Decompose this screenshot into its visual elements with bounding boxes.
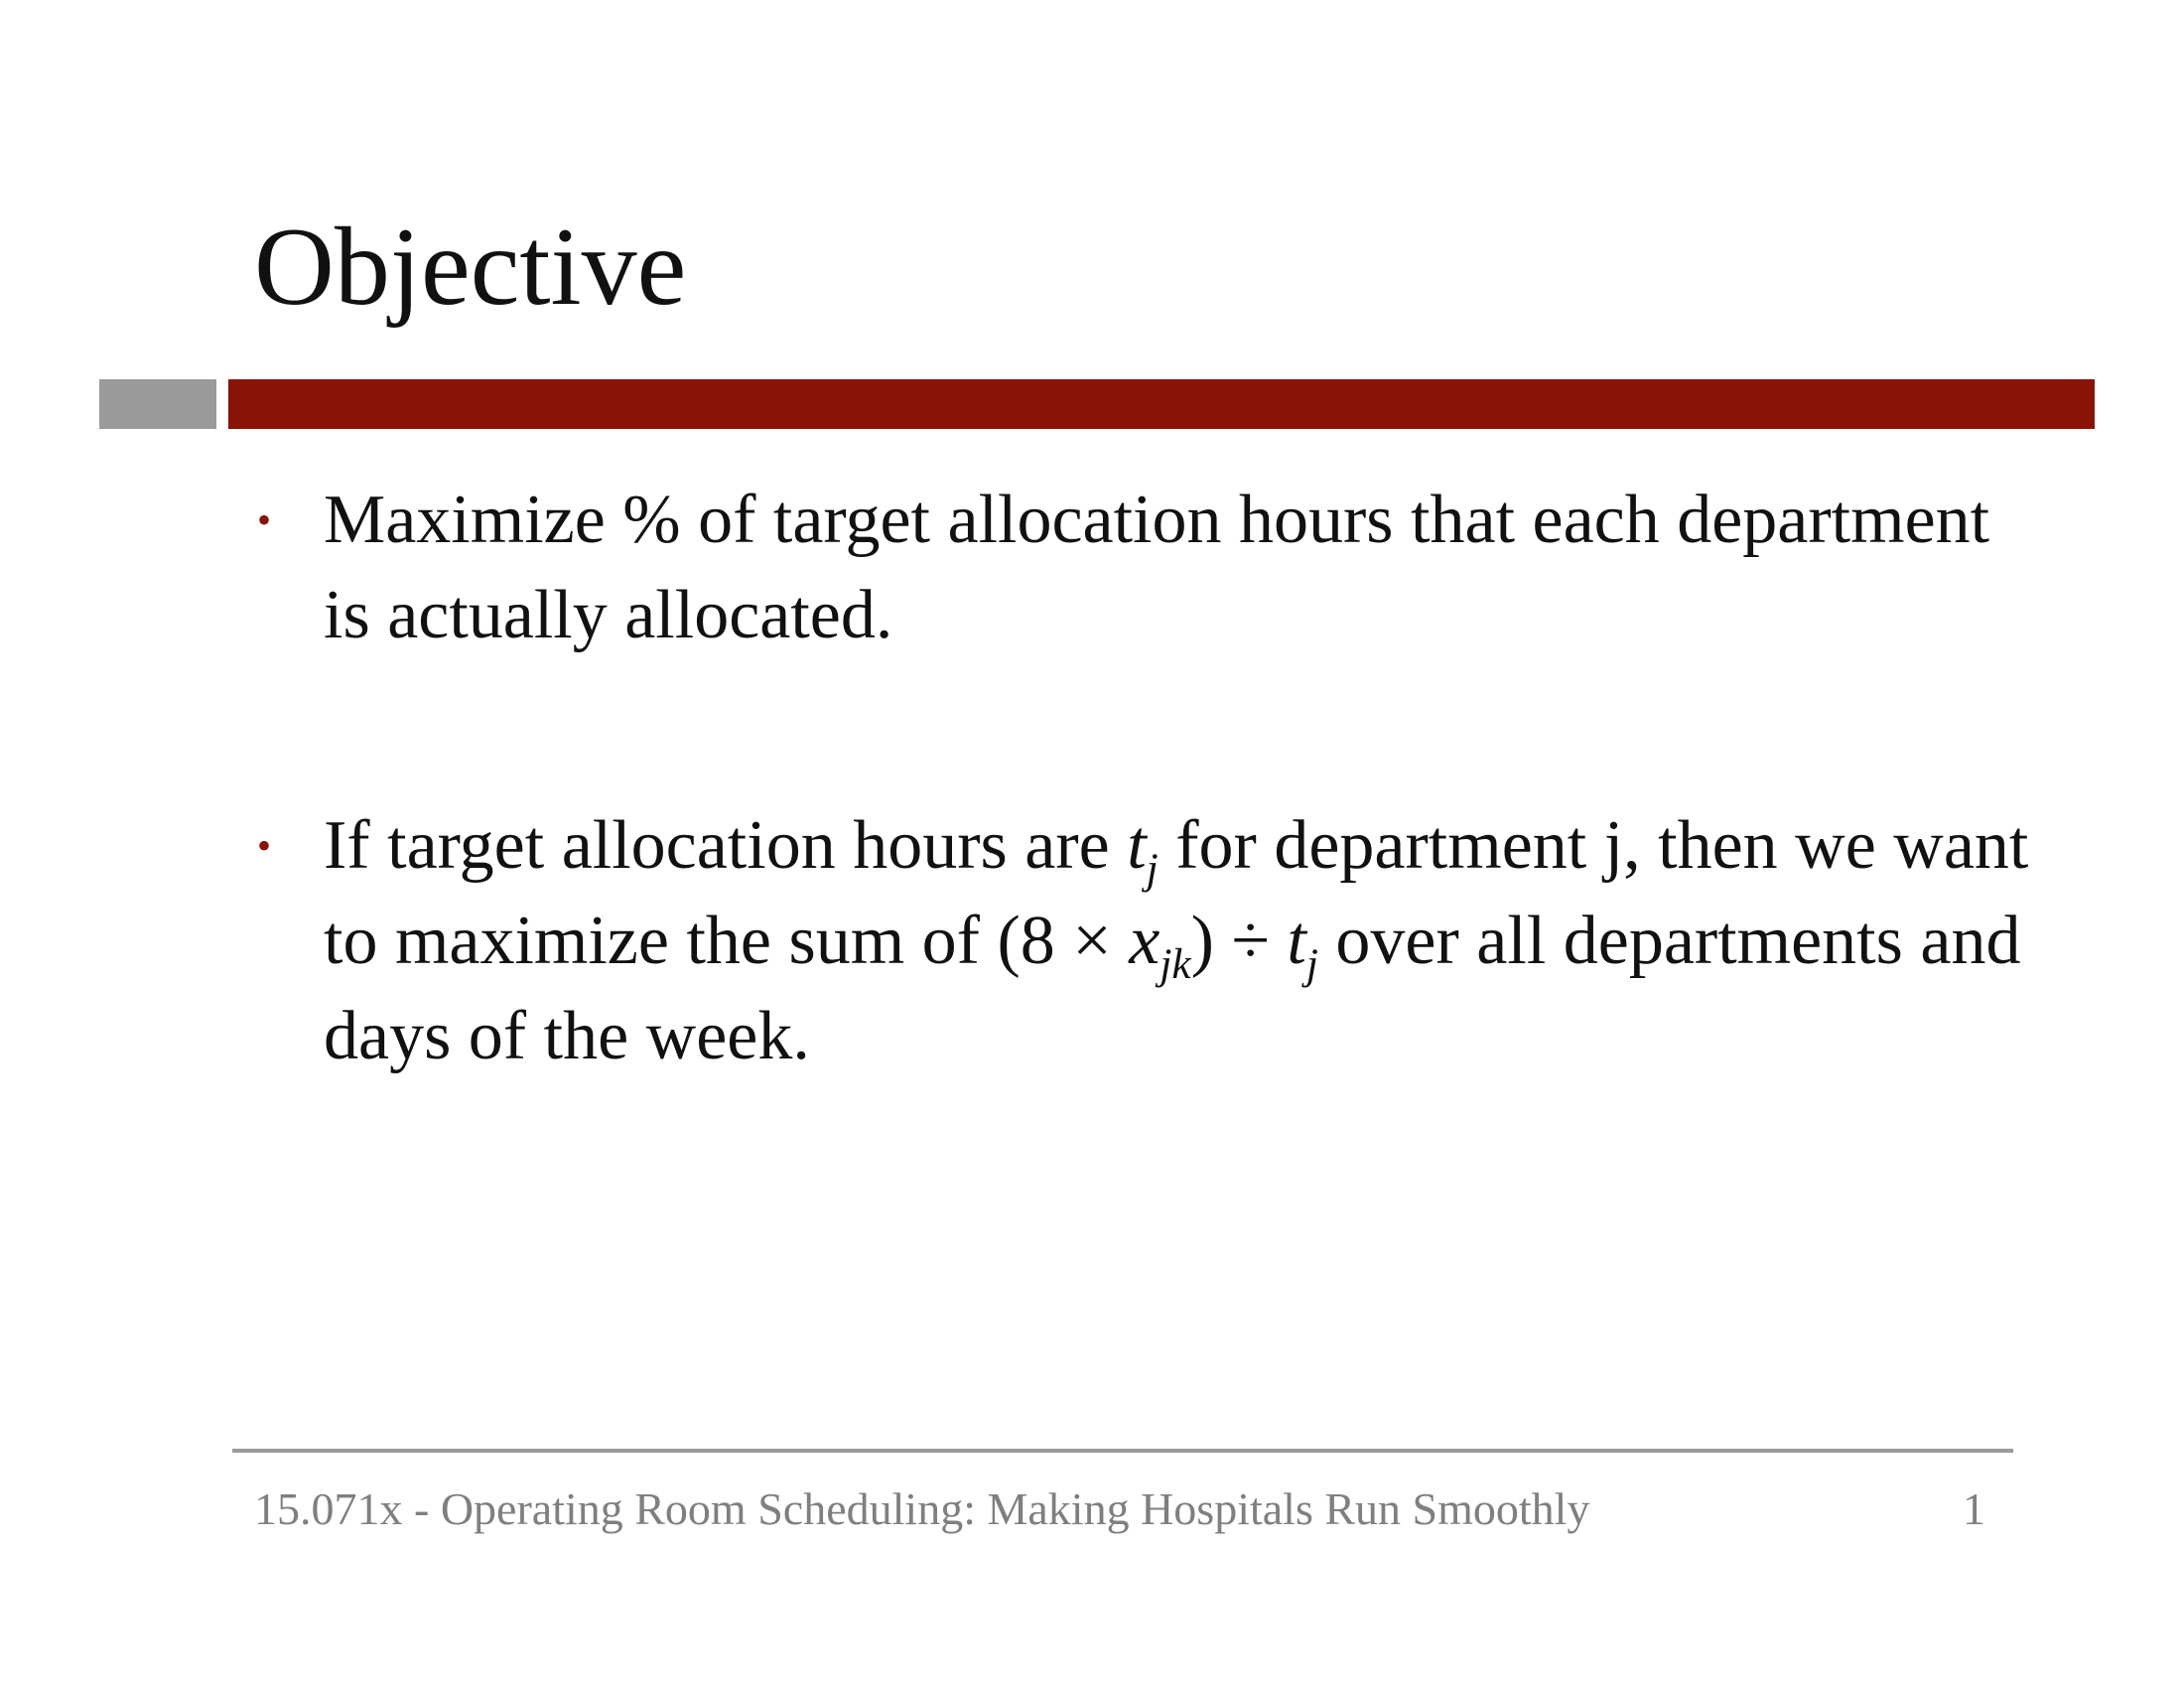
page-number: 1 [1963, 1483, 1985, 1534]
footer-divider [232, 1449, 2013, 1453]
bullet-item: • If target allocation hours are tj for … [254, 798, 2041, 1084]
bullet-dot-icon: • [256, 823, 271, 868]
bullet-text: Maximize % of target allocation hours th… [324, 482, 1990, 653]
bullet-text-segment: over all departments and days of the wee… [324, 903, 2021, 1074]
bullet-item: • Maximize % of target allocation hours … [254, 473, 2041, 663]
title-accent-gray-block [99, 379, 216, 429]
title-accent-red-bar [228, 379, 2095, 429]
bullet-text-segment: ) ÷ [1190, 903, 1288, 979]
slide-title: Objective [254, 206, 687, 329]
bullet-list: • Maximize % of target allocation hours … [254, 473, 2041, 1084]
footer-course-title: 15.071x - Operating Room Scheduling: Mak… [254, 1483, 1590, 1534]
bullet-text-segment: If target allocation hours are [324, 807, 1128, 884]
math-variable-x: xjk [1129, 903, 1191, 989]
math-variable-t: tj [1287, 903, 1318, 989]
math-variable-t: tj [1127, 807, 1159, 894]
bullet-dot-icon: • [256, 497, 271, 542]
bullet-text-segment: for department j, then we want to maximi… [324, 807, 2029, 979]
